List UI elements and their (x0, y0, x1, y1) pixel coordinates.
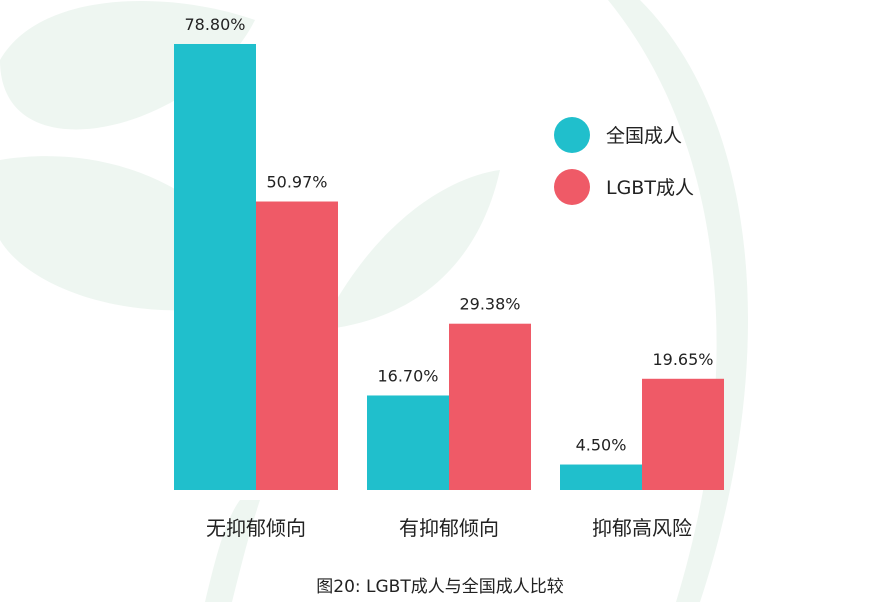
value-label-lgbt-2: 29.38% (459, 295, 520, 314)
category-label-2: 有抑郁倾向 (399, 516, 499, 540)
category-label-1: 无抑郁倾向 (206, 516, 306, 540)
background-leaf-decoration (0, 0, 748, 602)
bar-lgbt-3 (642, 378, 724, 490)
legend-swatch-lgbt (554, 169, 590, 205)
bar-national-3 (560, 464, 642, 490)
bar-lgbt-1 (256, 201, 338, 490)
value-label-national-2: 16.70% (377, 366, 438, 385)
legend: 全国成人 LGBT成人 (554, 117, 694, 205)
figure-caption: 图20: LGBT成人与全国成人比较 (316, 577, 563, 597)
arc-shape-right (608, 0, 748, 602)
value-label-national-3: 4.50% (576, 436, 627, 455)
value-label-national-1: 78.80% (184, 15, 245, 34)
legend-label-lgbt: LGBT成人 (606, 177, 694, 199)
arc-shape-bottom (205, 500, 260, 602)
category-label-3: 抑郁高风险 (592, 516, 692, 540)
bar-national-1 (174, 43, 256, 490)
category-labels-group: 无抑郁倾向 有抑郁倾向 抑郁高风险 (206, 516, 692, 540)
value-label-lgbt-1: 50.97% (266, 173, 327, 192)
legend-swatch-national (554, 117, 590, 153)
bar-lgbt-2 (449, 323, 531, 490)
value-label-lgbt-3: 19.65% (652, 350, 713, 369)
bar-national-2 (367, 395, 449, 490)
legend-label-national: 全国成人 (606, 125, 682, 147)
value-labels-group: 78.80% 50.97% 16.70% 29.38% 4.50% 19.65% (184, 15, 713, 455)
leaf-shape-top (0, 0, 255, 130)
bars-group (174, 43, 724, 490)
leaf-shape-middle (320, 170, 500, 330)
